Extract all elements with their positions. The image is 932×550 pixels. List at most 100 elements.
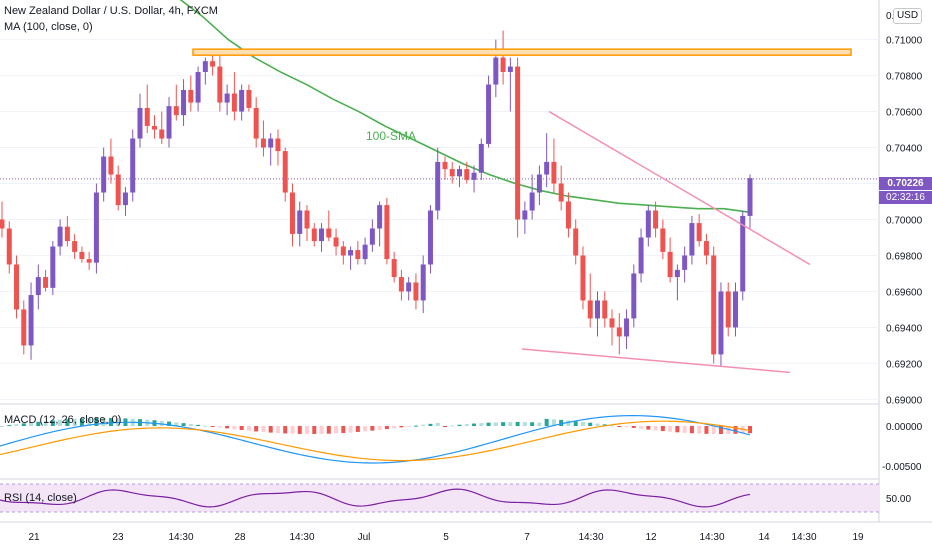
macd-histogram-bar	[718, 426, 723, 434]
candle-body	[28, 295, 34, 346]
macd-histogram-bar	[79, 418, 84, 426]
candle-body	[529, 192, 535, 211]
price-axis[interactable]: 0.710000.708000.706000.704000.702000.700…	[886, 11, 923, 406]
candle-body	[202, 61, 208, 72]
candle-body	[289, 192, 295, 234]
ma-legend: MA (100, close, 0)	[4, 21, 93, 33]
macd-histogram-bar	[268, 426, 273, 433]
macd-histogram-bar	[65, 419, 70, 426]
candle-body	[471, 172, 477, 180]
time-tick-label: 21	[28, 532, 40, 543]
macd-histogram-bar	[94, 418, 99, 426]
macd-histogram-bar	[675, 426, 680, 433]
resistance-zone	[192, 48, 852, 56]
macd-histogram-bar	[530, 422, 535, 426]
candle-body	[747, 178, 753, 216]
macd-histogram-bar	[290, 426, 295, 434]
time-tick-label: 7	[524, 532, 530, 543]
macd-histogram-bar	[515, 422, 520, 426]
macd-histogram-bar	[624, 426, 629, 428]
signal-line	[0, 420, 751, 462]
candle-body	[93, 192, 99, 263]
macd-histogram-bar	[537, 422, 542, 426]
candle-body	[224, 93, 230, 103]
macd-histogram-bar	[188, 423, 193, 426]
macd-histogram-bar	[210, 426, 215, 427]
candle-body	[326, 228, 332, 238]
macd-histogram-bar	[399, 426, 404, 428]
candle-body	[711, 255, 717, 355]
candle-body	[427, 210, 433, 265]
candle-body	[101, 156, 107, 193]
time-axis[interactable]: 21 23 14:30 28 14:30 Jul 5 7 14:30 12 14:30 14 14:30…	[28, 532, 864, 543]
candle-body	[166, 106, 172, 139]
macd-histogram-bar	[43, 421, 48, 426]
price-tick-label: 0.69600	[886, 287, 923, 298]
macd-histogram-bar	[639, 426, 644, 429]
macd-histogram-bar	[580, 421, 585, 426]
price-tick-label: 0.69800	[886, 251, 923, 262]
price-tick-label: 0.70000	[886, 215, 923, 226]
candles-group	[0, 30, 753, 368]
macd-pane: 0.00000 -0.00500	[0, 415, 923, 473]
candle-body	[594, 300, 600, 319]
candle-body	[398, 277, 404, 292]
candle-body	[0, 219, 5, 229]
macd-histogram-bar	[239, 426, 244, 431]
macd-histogram-bar	[0, 426, 4, 427]
macd-histogram-bar	[319, 426, 324, 434]
macd-histogram-bar	[551, 419, 556, 426]
candle-body	[573, 228, 579, 256]
macd-histogram-bar	[493, 422, 498, 426]
candle-body	[43, 277, 49, 288]
drawings-group	[192, 48, 852, 374]
candle-body	[369, 228, 375, 245]
candle-body	[86, 259, 92, 263]
price-tick-label: 0.70400	[886, 144, 923, 155]
macd-histogram-bar	[595, 423, 600, 426]
candle-body	[551, 161, 557, 184]
macd-histogram-bar	[748, 426, 752, 434]
candle-body	[246, 89, 252, 108]
macd-histogram-bar	[486, 422, 491, 426]
macd-tick-label: 0.00000	[886, 422, 923, 433]
macd-histogram-bar	[573, 421, 578, 426]
candle-body	[565, 201, 571, 229]
candle-body	[173, 106, 179, 116]
macd-histogram-bar	[217, 426, 222, 428]
candle-body	[442, 161, 448, 170]
macd-histogram-bar	[363, 426, 368, 432]
candle-body	[355, 250, 361, 260]
candle-body	[384, 205, 390, 260]
candle-body	[79, 251, 85, 260]
macd-histogram-bar	[566, 420, 571, 426]
candle-body	[210, 61, 216, 67]
candle-body	[580, 255, 586, 301]
currency-button[interactable]: USD	[893, 8, 922, 24]
macd-histogram-bar	[7, 425, 12, 427]
macd-histogram-bar	[348, 426, 353, 433]
macd-histogram-bar	[457, 424, 462, 426]
macd-histogram-bar	[50, 420, 55, 426]
candle-body	[231, 93, 237, 112]
macd-histogram-bar	[435, 423, 440, 426]
sma-annotation: 100-SMA	[366, 129, 416, 143]
candle-body	[718, 291, 724, 355]
macd-histogram-bar	[588, 422, 593, 426]
candle-body	[420, 264, 426, 301]
candle-body	[725, 291, 731, 328]
macd-histogram-bar	[58, 419, 63, 426]
candle-body	[188, 89, 194, 103]
macd-histogram-bar	[501, 422, 506, 426]
candle-body	[413, 282, 419, 301]
candle-body	[507, 66, 513, 72]
macd-histogram-bar	[711, 426, 716, 434]
macd-histogram-bar	[602, 424, 607, 426]
candle-body	[667, 251, 673, 278]
candle-body	[122, 192, 128, 206]
macd-legend: MACD (12, 26, close, 0)	[4, 414, 122, 426]
candle-body	[500, 57, 506, 72]
macd-histogram-bar	[653, 426, 658, 431]
candle-body	[311, 228, 317, 242]
